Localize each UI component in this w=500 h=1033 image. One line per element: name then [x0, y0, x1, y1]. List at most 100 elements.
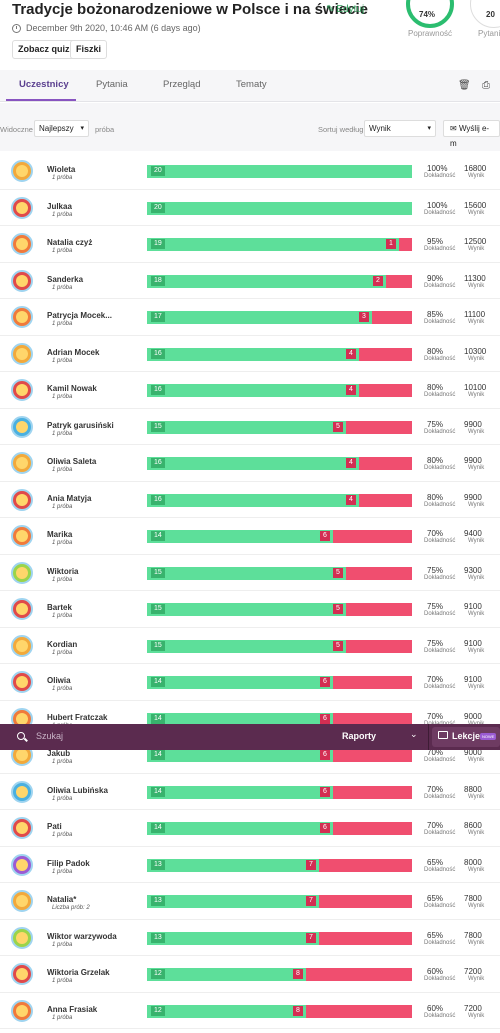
participant-name[interactable]: Oliwia Lubińska: [47, 785, 108, 795]
accuracy-caption: Dokładność: [424, 830, 456, 836]
correct-count: 14: [151, 713, 165, 724]
participant-name[interactable]: Oliwia Saleta: [47, 457, 97, 466]
lessons-button[interactable]: Lekcje NOWE: [432, 727, 500, 747]
participant-name[interactable]: Kordian: [47, 639, 78, 649]
participant-row[interactable]: Wiktoria 1 próba 15 5 75% Dokładność 9300 Wynik: [0, 554, 500, 591]
participant-attempts: 1 próba: [52, 394, 73, 400]
wrong-count: 7: [306, 896, 316, 906]
sort-label: Sortuj według:: [318, 125, 366, 134]
visible-select[interactable]: Najlepszy ▾: [34, 120, 89, 137]
score-caption: Wynik: [468, 1012, 485, 1019]
participant-row[interactable]: Wiktoria Grzelak 1 próba 12 8 60% Dokładność 7…: [0, 956, 500, 993]
result-bar: 14 6: [147, 712, 412, 726]
avatar: [11, 269, 33, 292]
wrong-count: 5: [333, 640, 343, 651]
score-caption: Wynik: [468, 976, 485, 982]
wrong-count: 4: [346, 494, 356, 505]
participant-row[interactable]: Oliwia Saleta 1 próba 16 4 80% Dokładność 9900…: [0, 445, 500, 482]
participant-row[interactable]: Oliwia Lubińska 1 próba 14 6 70% Dokładność 88…: [0, 773, 500, 810]
wrong-count: 5: [333, 604, 343, 614]
correct-count: 14: [151, 677, 165, 687]
participant-row[interactable]: Ania Matyja 1 próba 16 4 80% Dokładność 9900 Wy…: [0, 481, 500, 518]
participant-name[interactable]: Marika: [47, 530, 73, 539]
correct-bar: 18: [147, 274, 386, 288]
participant-name[interactable]: Patrycja Mocek...: [47, 311, 112, 320]
avatar: [11, 342, 33, 365]
trash-icon[interactable]: 🗑: [458, 80, 471, 91]
participant-row[interactable]: Anna Frasiak 1 próba 12 8 60% Dokładność 7200 W…: [0, 992, 500, 1029]
participant-row[interactable]: Filip Padok 1 próba 13 7 65% Dokładność 8000 Wy…: [0, 846, 500, 883]
accuracy-caption: Dokładność: [424, 721, 455, 727]
view-quiz-button[interactable]: Zobacz quiz: [12, 40, 76, 59]
avatar: [11, 598, 33, 620]
avatar-face: [16, 639, 28, 652]
accuracy-value: 74%: [419, 10, 436, 19]
correct-count: 15: [151, 421, 165, 432]
participant-row[interactable]: Wiktor warzywoda 1 próba 13 7 65% Dokładność 7…: [0, 919, 500, 956]
avatar: [11, 160, 33, 182]
correct-count: 13: [151, 859, 165, 870]
avatar-face: [16, 968, 28, 980]
tab-topics[interactable]: Tematy: [236, 79, 267, 90]
reports-menu[interactable]: Raporty: [342, 731, 377, 741]
edit-link[interactable]: ✎ Edytuj: [326, 4, 364, 15]
participant-name[interactable]: Filip Padok: [47, 858, 90, 868]
score-value: 9900: [464, 419, 482, 429]
participant-name[interactable]: Bartek: [47, 603, 72, 612]
tab-participants[interactable]: Uczestnicy: [19, 79, 69, 90]
participant-name[interactable]: Pati: [47, 822, 62, 831]
accuracy-value: 70%: [427, 529, 444, 538]
correct-bar: 13: [147, 931, 319, 945]
participant-name[interactable]: Wioleta: [47, 165, 76, 174]
accuracy-value: 75%: [427, 565, 444, 575]
participant-row[interactable]: Natalia czyż 1 próba 19 1 95% Dokładność 12500…: [0, 226, 500, 263]
result-bar: 17 3: [147, 311, 412, 324]
wrong-count: 6: [320, 677, 330, 687]
flashcards-button[interactable]: Fiszki: [70, 40, 108, 59]
participant-row[interactable]: Julkaa 1 próba 20 100% Dokładność 15600 Wynik: [0, 189, 500, 226]
participant-row[interactable]: Pati 1 próba 14 6 70% Dokładność 8600 Wynik: [0, 810, 500, 847]
participant-name[interactable]: Anna Frasiak: [47, 1004, 98, 1014]
participant-name[interactable]: Oliwia: [47, 676, 71, 685]
participant-row[interactable]: Natalia* Liczba prób: 2 13 7 65% Dokładność 78…: [0, 883, 500, 920]
score-caption: Wynik: [468, 866, 485, 873]
participant-row[interactable]: Patryk garusiński 1 próba 15 5 75% Dokładność…: [0, 408, 500, 445]
participant-name[interactable]: Natalia czyż: [47, 238, 93, 247]
score-value: 7200: [464, 1003, 482, 1013]
participant-row[interactable]: Kordian 1 próba 15 5 75% Dokładność 9100 Wynik: [0, 627, 500, 664]
score-value: 9900: [464, 456, 482, 465]
participant-name[interactable]: Wiktoria Grzelak: [47, 968, 110, 977]
participant-name[interactable]: Natalia*: [47, 895, 77, 904]
participant-row[interactable]: Adrian Mocek 1 próba 16 4 80% Dokładność 10300…: [0, 335, 500, 372]
visible-label: Widoczne: [0, 125, 33, 134]
participant-row[interactable]: Sanderka 1 próba 18 2 90% Dokładność 11300 Wyni…: [0, 262, 500, 299]
participant-name[interactable]: Kamil Nowak: [47, 384, 97, 393]
participant-name[interactable]: Wiktor warzywoda: [47, 931, 117, 941]
print-icon[interactable]: ⎙: [482, 80, 490, 91]
participant-name[interactable]: Jakub: [47, 749, 71, 758]
participant-row[interactable]: Marika 1 próba 14 6 70% Dokładność 9400 Wynik: [0, 518, 500, 555]
chevron-down-icon[interactable]: ⌄: [410, 729, 418, 739]
search-input[interactable]: Szukaj: [36, 731, 64, 741]
participant-name[interactable]: Sanderka: [47, 274, 84, 284]
tab-questions[interactable]: Pytania: [96, 79, 128, 90]
participant-name[interactable]: Hubert Fratczak: [47, 712, 108, 722]
score-caption: Wynik: [468, 319, 485, 325]
sort-select[interactable]: Wynik ▾: [364, 120, 436, 137]
tab-overview[interactable]: Przegląd: [163, 79, 201, 90]
participant-name[interactable]: Julkaa: [47, 201, 72, 211]
participant-name[interactable]: Adrian Mocek: [47, 347, 100, 357]
participant-name[interactable]: Wiktoria: [47, 566, 79, 576]
participant-row[interactable]: Oliwia 1 próba 14 6 70% Dokładność 9100 Wynik: [0, 664, 500, 701]
participant-name[interactable]: Ania Matyja: [47, 493, 92, 503]
participant-row[interactable]: Kamil Nowak 1 próba 16 4 80% Dokładność 10100 W…: [0, 372, 500, 409]
participant-name[interactable]: Patryk garusiński: [47, 420, 114, 430]
participant-row[interactable]: Bartek 1 próba 15 5 75% Dokładność 9100 Wynik: [0, 591, 500, 628]
correct-count: 16: [151, 348, 165, 359]
participant-attempts: 1 próba: [52, 576, 73, 583]
participant-row[interactable]: Patrycja Mocek... 1 próba 17 3 85% Dokładność…: [0, 299, 500, 336]
correct-count: 16: [151, 494, 165, 505]
report-header: Tradycje bożonarodzeniowe w Polsce i na …: [0, 0, 500, 70]
send-email-button[interactable]: ✉ Wyślij e-m: [443, 120, 500, 148]
participant-row[interactable]: Wioleta 1 próba 20 100% Dokładność 16800 Wynik: [0, 153, 500, 190]
